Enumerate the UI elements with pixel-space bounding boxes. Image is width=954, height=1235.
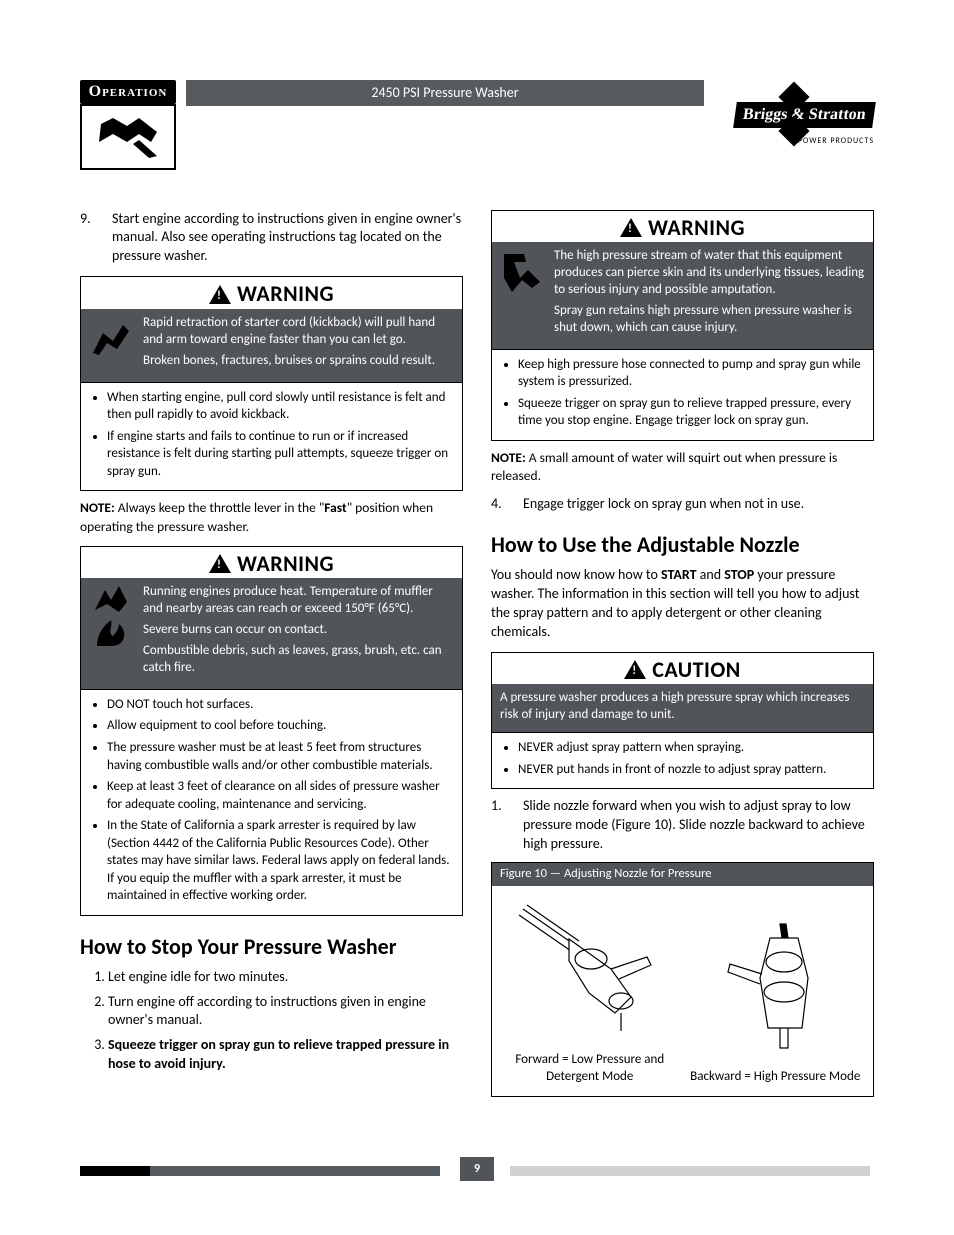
caution-title: CAUTION	[652, 655, 741, 685]
warning-paragraph: Broken bones, fractures, bruises or spra…	[143, 353, 454, 370]
step-text: Slide nozzle forward when you wish to ad…	[523, 797, 874, 854]
left-column: 9. Start engine according to instruction…	[80, 210, 463, 1097]
figure-caption-left: Forward = Low Pressure and Detergent Mod…	[502, 1051, 678, 1086]
warning-bullet: Allow equipment to cool before touching.	[107, 717, 452, 735]
figure-right: Backward = High Pressure Mode	[688, 918, 864, 1086]
figure-caption-right: Backward = High Pressure Mode	[690, 1068, 860, 1086]
operation-label: Operation	[80, 80, 176, 104]
injection-icon	[500, 248, 546, 340]
warning-title: WARNING	[648, 213, 745, 243]
stop-step: Squeeze trigger on spray gun to relieve …	[108, 1036, 463, 1074]
warning-bullet: If engine starts and fails to continue t…	[107, 428, 452, 481]
step-4: 4. Engage trigger lock on spray gun when…	[491, 495, 874, 514]
caution-bullets: NEVER adjust spray pattern when spraying…	[492, 732, 873, 788]
warning-bullet: In the State of California a spark arres…	[107, 817, 452, 905]
figure-10: Figure 10 — Adjusting Nozzle for Pressur…	[491, 862, 874, 1097]
warning-bullet: Keep high pressure hose connected to pum…	[518, 356, 863, 391]
note-label: NOTE:	[491, 449, 526, 466]
figure-title: Figure 10 — Adjusting Nozzle for Pressur…	[492, 863, 873, 886]
step-9: 9. Start engine according to instruction…	[80, 210, 463, 267]
warning-title: WARNING	[237, 549, 334, 579]
warning-bullet: The pressure washer must be at least 5 f…	[107, 739, 452, 774]
warning-bullet: DO NOT touch hot surfaces.	[107, 696, 452, 714]
heading-stop: How to Stop Your Pressure Washer	[80, 932, 463, 962]
stop-step: Let engine idle for two minutes.	[108, 968, 463, 987]
heading-nozzle: How to Use the Adjustable Nozzle	[491, 530, 874, 560]
warning-paragraph: Running engines produce heat. Temperatur…	[143, 584, 454, 618]
stop-step: Turn engine off according to instruction…	[108, 993, 463, 1031]
warning-bullet: Squeeze trigger on spray gun to relieve …	[518, 395, 863, 430]
operation-badge: Operation	[80, 80, 176, 170]
document-title-bar: 2450 PSI Pressure Washer	[186, 80, 704, 106]
caution-bullet: NEVER adjust spray pattern when spraying…	[518, 739, 863, 757]
kickback-icon	[89, 315, 135, 374]
warning-paragraph: Rapid retraction of starter cord (kickba…	[143, 315, 454, 349]
note-label: NOTE:	[80, 499, 115, 516]
warning-triangle-icon	[209, 285, 231, 304]
warning-bullets: DO NOT touch hot surfaces. Allow equipme…	[81, 689, 462, 915]
caution-nozzle: CAUTION A pressure washer produces a hig…	[491, 652, 874, 790]
step-number: 9.	[80, 210, 102, 267]
caution-bullet: NEVER put hands in front of nozzle to ad…	[518, 761, 863, 779]
footer-segment	[80, 1166, 150, 1176]
warning-injection: WARNING The high pressure stream of wate…	[491, 210, 874, 441]
warning-bullets: When starting engine, pull cord slowly u…	[81, 382, 462, 491]
nozzle-intro: You should now know how to START and STO…	[491, 566, 874, 642]
brand-name: Briggs & Stratton	[734, 102, 876, 128]
page-number: 9	[460, 1157, 494, 1181]
warning-triangle-icon	[209, 554, 231, 573]
step-number: 4.	[491, 495, 513, 514]
warning-triangle-icon	[620, 218, 642, 237]
warning-bullet: When starting engine, pull cord slowly u…	[107, 389, 452, 424]
nozzle-step-1: 1. Slide nozzle forward when you wish to…	[491, 797, 874, 854]
stop-steps: Let engine idle for two minutes. Turn en…	[80, 968, 463, 1074]
document-title: 2450 PSI Pressure Washer	[371, 84, 518, 103]
warning-bullet: Keep at least 3 feet of clearance on all…	[107, 778, 452, 813]
warning-paragraph: Spray gun retains high pressure when pre…	[554, 303, 865, 337]
operation-icon	[80, 104, 176, 170]
step-text: Start engine according to instructions g…	[112, 210, 463, 267]
figure-left: Forward = Low Pressure and Detergent Mod…	[502, 901, 678, 1086]
warning-title: WARNING	[237, 279, 334, 309]
warning-paragraph: Combustible debris, such as leaves, gras…	[143, 643, 454, 677]
warning-heat: WARNING Running engines produce heat. Te…	[80, 546, 463, 916]
page-header: Operation 2450 PSI Pressure Washer Brigg…	[80, 80, 874, 170]
warning-kickback: WARNING Rapid retraction of starter cord…	[80, 276, 463, 491]
warning-paragraph: Severe burns can occur on contact.	[143, 622, 454, 639]
nozzle-forward-icon	[515, 901, 665, 1041]
caution-triangle-icon	[624, 660, 646, 679]
nozzle-backward-icon	[710, 918, 840, 1058]
footer-segment	[510, 1166, 870, 1176]
note-squirt: NOTE: A small amount of water will squir…	[491, 449, 874, 485]
step-number: 1.	[491, 797, 513, 854]
right-column: WARNING The high pressure stream of wate…	[491, 210, 874, 1097]
page-footer: 9	[80, 1157, 874, 1185]
note-throttle: NOTE: Always keep the throttle lever in …	[80, 499, 463, 535]
caution-paragraph: A pressure washer produces a high pressu…	[500, 690, 865, 724]
warning-paragraph: The high pressure stream of water that t…	[554, 248, 865, 299]
heat-fire-icon	[89, 584, 135, 680]
step-text: Engage trigger lock on spray gun when no…	[523, 495, 804, 514]
brand-logo: Briggs & Stratton POWER PRODUCTS	[714, 80, 874, 146]
warning-bullets: Keep high pressure hose connected to pum…	[492, 349, 873, 440]
